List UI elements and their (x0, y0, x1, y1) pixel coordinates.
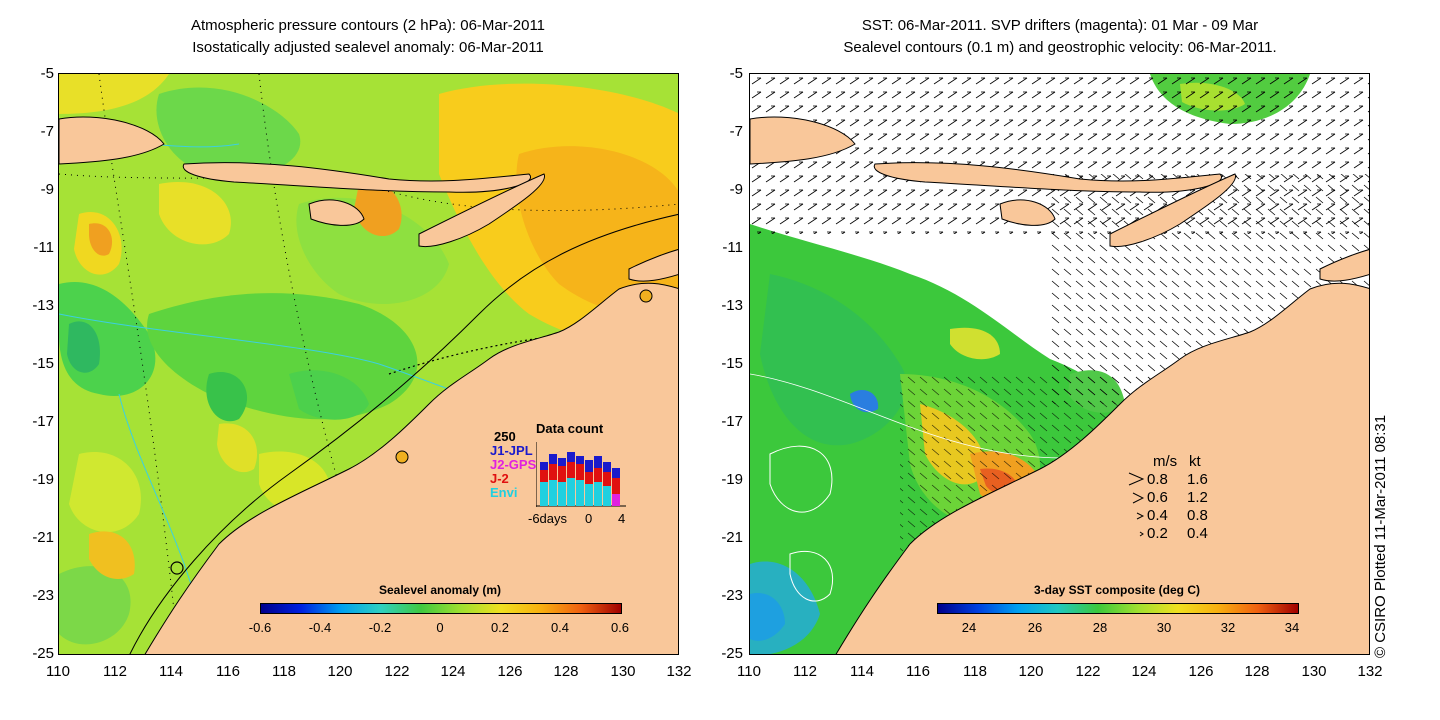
right-cb-tick: 30 (1156, 620, 1172, 635)
velocity-legend-kt: 0.4 (1187, 525, 1208, 542)
right-title-line1: SST: 06-Mar-2011. SVP drifters (magenta)… (861, 17, 1259, 34)
velocity-legend-ms: 0.4 (1147, 507, 1168, 524)
right-y-tick: -13 (721, 297, 743, 314)
right-x-tick: 118 (963, 663, 987, 680)
velocity-legend-arrows (1128, 472, 1145, 537)
right-title-line2: Sealevel contours (0.1 m) and geostrophi… (843, 39, 1277, 56)
right-cb-tick: 28 (1092, 620, 1108, 635)
left-x-tick: 130 (610, 663, 636, 680)
left-title-line2: Isostatically adjusted sealevel anomaly:… (192, 39, 544, 56)
sealevel-anomaly-map-graphic (59, 74, 678, 654)
left-x-tick: 110 (46, 663, 70, 680)
left-y-tick: -19 (32, 471, 54, 488)
right-y-tick: -21 (721, 529, 743, 546)
left-x-tick: 112 (103, 663, 127, 680)
right-x-tick: 114 (850, 663, 874, 680)
legend-j-2: J-2 (490, 471, 509, 486)
right-x-tick: 122 (1075, 663, 1101, 680)
right-y-tick: -25 (721, 645, 743, 662)
right-y-tick: -17 (721, 413, 743, 430)
right-colorbar (937, 603, 1299, 614)
left-colorbar (260, 603, 622, 614)
left-cb-tick: 0.2 (490, 620, 510, 635)
right-cb-tick: 34 (1284, 620, 1300, 635)
left-y-tick: -17 (32, 413, 54, 430)
data-count-inset: Data count 250 J1-JPL J2-GPS J-2 Envi -6… (488, 420, 638, 530)
right-x-tick: 110 (737, 663, 761, 680)
velocity-legend-kt: 1.2 (1187, 489, 1208, 506)
left-x-tick: 120 (327, 663, 353, 680)
left-y-tick: -11 (33, 239, 54, 256)
left-x-tick: 132 (666, 663, 692, 680)
left-x-tick: 124 (440, 663, 466, 680)
velocity-legend-kt: 1.6 (1187, 471, 1208, 488)
right-colorbar-title: 3-day SST composite (deg C) (1033, 583, 1201, 597)
left-y-tick: -15 (32, 355, 54, 372)
right-y-tick: -7 (729, 123, 743, 140)
left-cb-tick: -0.4 (308, 620, 332, 635)
right-x-tick: 128 (1244, 663, 1270, 680)
copyright-label: © CSIRO Plotted 11-Mar-2011 08:31 (1372, 414, 1389, 658)
left-x-tick: 116 (216, 663, 240, 680)
right-y-tick: -5 (729, 65, 743, 82)
legend-j1-jpl: J1-JPL (490, 443, 533, 458)
velocity-legend-header-ms: m/s (1153, 453, 1178, 470)
velocity-legend: m/s kt 0.8 1.6 0.6 1.2 0.4 0.8 0.2 0.4 (1125, 453, 1235, 543)
left-y-tick: -9 (40, 181, 54, 198)
right-x-tick: 120 (1018, 663, 1044, 680)
right-y-tick: -15 (721, 355, 743, 372)
right-y-tick: -19 (721, 471, 743, 488)
left-cb-tick: -0.6 (248, 620, 272, 635)
left-y-tick: -25 (32, 645, 54, 662)
right-x-tick: 116 (906, 663, 930, 680)
left-y-tick: -21 (32, 529, 54, 546)
left-cb-tick: 0 (436, 620, 444, 635)
velocity-legend-header-kt: kt (1189, 453, 1201, 470)
data-count-xtick-start: -6days (528, 511, 568, 526)
velocity-legend-ms: 0.6 (1147, 489, 1168, 506)
left-cb-tick: 0.6 (610, 620, 630, 635)
legend-envi: Envi (490, 485, 518, 500)
sst-map-graphic (750, 74, 1369, 654)
left-y-tick: -23 (32, 587, 54, 604)
left-y-tick: -5 (40, 65, 54, 82)
right-y-tick: -11 (722, 239, 743, 256)
right-y-tick: -23 (721, 587, 743, 604)
left-x-tick: 118 (272, 663, 296, 680)
data-count-histogram (536, 442, 626, 507)
sealevel-anomaly-map (58, 73, 679, 655)
right-cb-tick: 26 (1027, 620, 1043, 635)
data-count-xtick-zero: 0 (585, 511, 593, 526)
left-title-line1: Atmospheric pressure contours (2 hPa): 0… (190, 17, 546, 34)
left-x-tick: 122 (384, 663, 410, 680)
left-colorbar-title: Sealevel anomaly (m) (378, 583, 502, 597)
sst-map (749, 73, 1370, 655)
velocity-legend-ms: 0.8 (1147, 471, 1168, 488)
data-count-title: Data count (536, 421, 604, 436)
left-cb-tick: 0.4 (550, 620, 570, 635)
right-x-tick: 112 (793, 663, 817, 680)
velocity-legend-ms: 0.2 (1147, 525, 1168, 542)
data-count-xtick-end: 4 (618, 511, 626, 526)
left-x-tick: 126 (497, 663, 523, 680)
left-y-tick: -7 (40, 123, 54, 140)
left-x-tick: 128 (553, 663, 579, 680)
right-x-tick: 124 (1131, 663, 1157, 680)
right-x-tick: 132 (1357, 663, 1383, 680)
left-y-tick: -13 (32, 297, 54, 314)
data-count-ymax: 250 (494, 429, 516, 444)
legend-j2-gps: J2-GPS (490, 457, 537, 472)
histogram-bars (540, 452, 620, 506)
right-cb-tick: 32 (1220, 620, 1236, 635)
left-cb-tick: -0.2 (368, 620, 392, 635)
velocity-legend-kt: 0.8 (1187, 507, 1208, 524)
right-x-tick: 130 (1301, 663, 1327, 680)
right-cb-tick: 24 (961, 620, 977, 635)
left-x-tick: 114 (159, 663, 183, 680)
right-x-tick: 126 (1188, 663, 1214, 680)
right-y-tick: -9 (729, 181, 743, 198)
